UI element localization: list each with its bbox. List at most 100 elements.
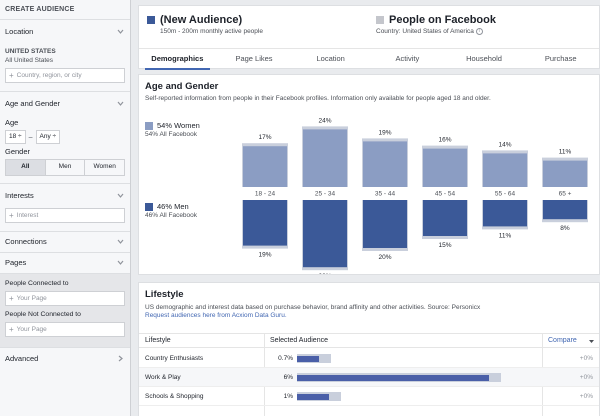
chevron-down-icon[interactable]: [117, 238, 124, 245]
women-legend: 54% Women 54% All Facebook: [145, 121, 200, 138]
age-category-label: 35 - 44: [375, 191, 396, 198]
women-all-facebook: 54% All Facebook: [145, 131, 198, 138]
women-value-label: 24%: [318, 117, 331, 124]
location-scope: All United States: [5, 57, 54, 64]
selected-audience-percent: 1%: [283, 393, 293, 400]
men-bar: [423, 200, 467, 236]
age-max-value: Any: [39, 133, 51, 140]
gender-women-button[interactable]: Women: [85, 160, 125, 175]
lifestyle-card: Lifestyle US demographic and interest da…: [138, 282, 600, 416]
info-icon[interactable]: i: [475, 28, 483, 35]
selected-audience-percent: 0.7%: [278, 355, 293, 362]
lifestyle-name: Work & Play: [145, 374, 181, 381]
chevron-down-icon[interactable]: [117, 259, 124, 266]
age-category-label: 55 - 64: [495, 191, 516, 198]
facebook-audience-title: People on Facebook: [389, 14, 496, 26]
gender-toggle-group: All Men Women: [5, 159, 125, 176]
main-content: (New Audience) 150m - 200m monthly activ…: [138, 0, 600, 416]
lifestyle-name: Country Enthusiasts: [145, 355, 204, 362]
connections-section: Connections: [0, 232, 130, 253]
insights-tabs: Demographics Page Likes Location Activit…: [139, 48, 599, 70]
advanced-section: Advanced: [0, 348, 130, 370]
women-bar: [543, 160, 587, 187]
men-legend: 46% Men 46% All Facebook: [145, 202, 197, 219]
tab-activity[interactable]: Activity: [395, 54, 420, 63]
men-value-label: 8%: [560, 225, 570, 232]
chevron-down-icon[interactable]: [117, 100, 124, 107]
men-bar: [363, 200, 407, 248]
women-bar: [363, 141, 407, 187]
pages-panel: People Connected to + Your Page People N…: [0, 274, 130, 348]
chevron-down-icon[interactable]: [117, 192, 124, 199]
age-range-dash: –: [28, 133, 33, 141]
acxiom-link[interactable]: Request audiences here from Acxiom Data …: [145, 312, 287, 319]
women-value-label: 17%: [258, 134, 271, 141]
connected-page-input[interactable]: + Your Page: [5, 291, 125, 306]
not-connected-page-input[interactable]: + Your Page: [5, 322, 125, 337]
location-input[interactable]: + Country, region, or city: [5, 68, 125, 83]
audience-bar: [297, 356, 320, 362]
connected-page-placeholder: Your Page: [16, 295, 47, 302]
men-bar: [303, 200, 347, 268]
compare-value: +0%: [579, 374, 593, 381]
new-audience-title: (New Audience): [160, 14, 243, 26]
age-gender-section: Age and Gender Age 18 ÷ – Any ÷ Gender A…: [0, 92, 130, 184]
advanced-section-toggle[interactable]: Advanced: [5, 354, 39, 363]
women-bar: [243, 146, 287, 187]
table-row[interactable]: Work & Play 6% +0%: [139, 368, 599, 387]
age-category-label: 18 - 24: [255, 191, 276, 198]
interests-section-toggle[interactable]: Interests: [5, 191, 34, 200]
women-bar: [483, 153, 527, 187]
women-value-label: 16%: [438, 137, 451, 144]
tab-household[interactable]: Household: [466, 54, 502, 63]
facebook-audience-country: Country: United States of America: [376, 28, 474, 36]
interests-section: Interests + Interest: [0, 184, 130, 232]
women-bar: [423, 148, 467, 187]
compare-dropdown[interactable]: Compare: [548, 337, 577, 344]
caret-down-icon[interactable]: [588, 334, 595, 354]
interest-input[interactable]: + Interest: [5, 208, 125, 223]
age-label: Age: [5, 118, 19, 127]
age-gender-title: Age and Gender: [145, 81, 219, 92]
tab-location[interactable]: Location: [316, 54, 345, 63]
lifestyle-title: Lifestyle: [145, 289, 184, 300]
not-connected-page-placeholder: Your Page: [16, 326, 47, 333]
age-gender-subtitle: Self-reported information from people in…: [145, 95, 491, 102]
location-section-toggle[interactable]: Location: [5, 27, 34, 36]
women-value-label: 14%: [498, 141, 511, 148]
plus-icon: +: [9, 211, 14, 220]
tab-demographics[interactable]: Demographics: [139, 49, 216, 70]
new-audience-size: 150m - 200m monthly active people: [160, 28, 263, 35]
men-label: 46% Men: [157, 202, 189, 211]
location-section: Location UNITED STATES All United States…: [0, 20, 130, 92]
age-category-label: 45 - 54: [435, 191, 456, 198]
age-min-select[interactable]: 18 ÷: [5, 130, 26, 144]
connections-section-toggle[interactable]: Connections: [5, 237, 47, 246]
chevron-down-icon[interactable]: [117, 28, 124, 35]
tab-purchase[interactable]: Purchase: [544, 54, 577, 63]
plus-icon: +: [9, 71, 14, 80]
chevron-right-icon[interactable]: [117, 355, 124, 362]
pages-section-toggle[interactable]: Pages: [5, 258, 27, 267]
audience-bar: [297, 375, 489, 381]
tab-page-likes[interactable]: Page Likes: [235, 54, 273, 63]
men-bar: [543, 200, 587, 220]
men-value-label: 20%: [378, 254, 391, 261]
age-gender-card: 17% 18 - 24 19% 24% 25 - 34 28% 19% 35 - 44 20% 1…: [138, 74, 600, 275]
interest-placeholder: Interest: [16, 212, 39, 219]
age-category-label: 65 +: [559, 191, 572, 198]
men-value-label: 15%: [438, 242, 451, 249]
selected-audience-percent: 6%: [283, 374, 293, 381]
gender-all-button[interactable]: All: [6, 160, 46, 175]
plus-icon: +: [9, 294, 14, 303]
sidebar: CREATE AUDIENCE Location UNITED STATES A…: [0, 0, 131, 416]
pages-section: Pages: [0, 253, 130, 274]
gender-men-button[interactable]: Men: [45, 160, 86, 175]
men-value-label: 28%: [318, 273, 331, 274]
table-row[interactable]: Schools & Shopping 1% +0%: [139, 387, 599, 406]
age-max-select[interactable]: Any ÷: [35, 130, 61, 144]
table-row[interactable]: Country Enthusiasts 0.7% +0%: [139, 349, 599, 368]
age-gender-section-toggle[interactable]: Age and Gender: [5, 99, 61, 108]
gender-label: Gender: [5, 147, 31, 156]
new-audience-block: (New Audience) 150m - 200m monthly activ…: [147, 14, 263, 35]
